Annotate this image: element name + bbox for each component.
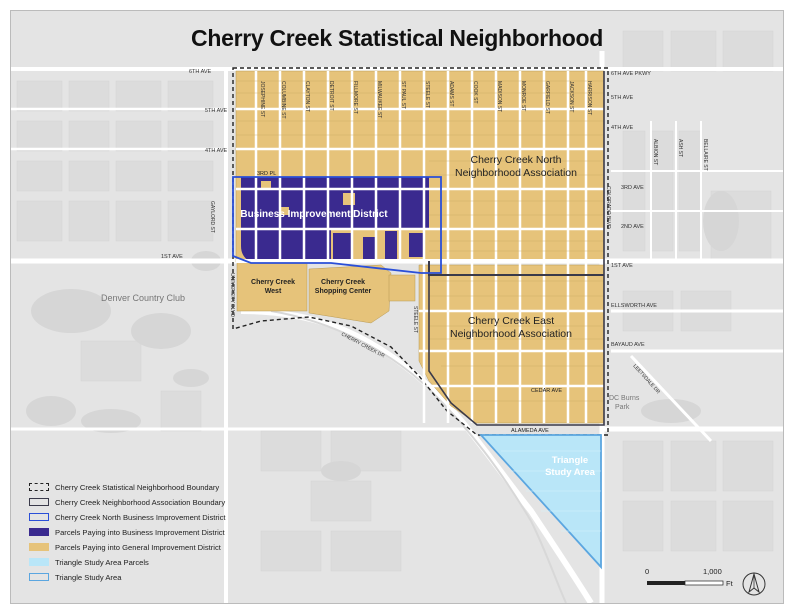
legend-item-gid-parcels: Parcels Paying into General Improvement …	[29, 541, 269, 553]
scale-right-label: 1,000	[703, 567, 722, 576]
label-east-line2: Neighborhood Association	[450, 328, 572, 340]
north-arrow-icon	[742, 572, 766, 596]
label-5th-ave-left: 5TH AVE	[205, 108, 228, 114]
label-alameda-ave: ALAMEDA AVE	[511, 428, 549, 434]
legend-swatch-purple	[29, 528, 49, 536]
label-monroe-st: MONROE ST	[520, 81, 526, 111]
label-bid: Business Improvement District	[240, 209, 388, 220]
label-ash-st: ASH ST	[677, 139, 683, 157]
label-mall-line2: Shopping Center	[315, 288, 372, 295]
label-bayaud-ave: BAYAUD AVE	[611, 342, 645, 348]
triangle-parcel-lines	[501, 450, 601, 532]
label-garfield-st: GARFIELD ST	[544, 81, 550, 114]
label-columbine-st: COLUMBINE ST	[280, 81, 286, 119]
label-detroit-st: DETROIT ST	[328, 81, 334, 111]
legend-item-bid-boundary: Cherry Creek North Business Improvement …	[29, 511, 269, 523]
label-1st-ave-right: 1ST AVE	[611, 263, 633, 269]
label-5th-ave-right: 5TH AVE	[611, 95, 634, 101]
scale-left-label: 0	[645, 567, 650, 576]
legend-swatch-tan	[29, 543, 49, 551]
label-2nd-ave-right: 2ND AVE	[621, 224, 644, 230]
label-dc-burns: DC Burns	[609, 395, 640, 402]
legend-item-triangle-parcels: Triangle Study Area Parcels	[29, 556, 269, 568]
label-triangle-line1: Triangle	[552, 455, 588, 466]
legend-swatch-lightblue-outline	[29, 573, 49, 581]
label-adams-st: ADAMS ST	[448, 81, 454, 107]
label-clayton-st: CLAYTON ST	[304, 81, 310, 112]
label-gaylord-st: GAYLORD ST	[209, 201, 215, 233]
label-cedar-ave: CEDAR AVE	[531, 388, 562, 394]
label-fillmore-st: FILLMORE ST	[352, 81, 358, 114]
label-north-line1: Cherry Creek North	[470, 154, 561, 166]
bid-outline	[232, 176, 442, 274]
label-6th-ave-left: 6TH AVE	[189, 69, 212, 75]
north-street-labels: JOSEPHINE ST COLUMBINE ST CLAYTON ST DET…	[259, 81, 592, 119]
label-3rd-pl: 3RD PL	[257, 171, 276, 177]
label-colorado-blvd: COLORADO BLVD	[605, 186, 611, 229]
legend: Cherry Creek Statistical Neighborhood Bo…	[29, 481, 269, 586]
legend-label: Parcels Paying into Business Improvement…	[55, 527, 225, 537]
map-title: Cherry Creek Statistical Neighborhood	[191, 25, 603, 51]
label-bellaire-st: BELLAIRE ST	[702, 139, 708, 171]
label-triangle-line2: Study Area	[545, 467, 596, 478]
label-university-blvd: UNIVERSITY BLVD	[229, 273, 235, 317]
shopping-center-area	[308, 264, 392, 324]
scale-bar: 0 1,000 Ft	[645, 567, 735, 597]
scale-bar-graphic	[647, 580, 724, 586]
association-boundary-east	[428, 71, 605, 426]
label-4th-ave-right: 4TH AVE	[611, 125, 634, 131]
label-milwaukee-st: MILWAUKEE ST	[376, 81, 382, 118]
legend-swatch-blue	[29, 513, 49, 521]
label-3rd-ave-right: 3RD AVE	[621, 185, 644, 191]
label-st-paul-st: ST PAUL ST	[400, 81, 406, 109]
label-madison-st: MADISON ST	[496, 81, 502, 112]
legend-item-statistical-boundary: Cherry Creek Statistical Neighborhood Bo…	[29, 481, 269, 493]
legend-label: Triangle Study Area	[55, 572, 122, 582]
map-frame: 6TH AVE 5TH AVE 4TH AVE 1ST AVE 6TH AVE …	[10, 10, 784, 604]
legend-label: Parcels Paying into General Improvement …	[55, 542, 221, 552]
small-parcel	[388, 274, 416, 302]
label-steele-st-south: STEELE ST	[412, 306, 418, 333]
legend-label: Cherry Creek Neighborhood Association Bo…	[55, 497, 226, 507]
bid-parcels	[241, 177, 429, 261]
label-cook-st: COOK ST	[472, 81, 478, 104]
label-albion-st: ALBION ST	[652, 139, 658, 165]
label-harrison-st: HARRISON ST	[586, 81, 592, 115]
triangle-study-area	[478, 434, 602, 570]
label-east-line1: Cherry Creek East	[468, 315, 554, 327]
country-club-greens	[26, 191, 739, 481]
label-josephine-st: JOSEPHINE ST	[259, 81, 265, 117]
label-west-line2: West	[265, 288, 282, 295]
legend-item-triangle-boundary: Triangle Study Area	[29, 571, 269, 583]
label-jackson-st: JACKSON ST	[568, 81, 574, 112]
legend-label: Cherry Creek Statistical Neighborhood Bo…	[55, 482, 220, 492]
legend-label: Triangle Study Area Parcels	[55, 557, 149, 567]
label-1st-ave-left: 1ST AVE	[161, 254, 183, 260]
label-mall-line1: Cherry Creek	[321, 279, 365, 286]
label-west-line1: Cherry Creek	[251, 279, 295, 286]
label-ellsworth-ave: ELLSWORTH AVE	[611, 303, 657, 309]
legend-swatch-dashed	[29, 483, 49, 491]
parcel-lines	[236, 80, 604, 402]
label-steele-st: STEELE ST	[424, 81, 430, 108]
legend-label: Cherry Creek North Business Improvement …	[55, 512, 226, 522]
label-6th-ave-pkwy: 6TH AVE PKWY	[611, 71, 651, 77]
legend-swatch-dark	[29, 498, 49, 506]
cc-west-area	[236, 260, 308, 312]
east-street-labels: ALBION ST ASH ST BELLAIRE ST	[652, 139, 708, 171]
street-grid	[236, 71, 604, 423]
label-denver-country-club: Denver Country Club	[101, 293, 185, 303]
legend-swatch-lightblue	[29, 558, 49, 566]
statistical-boundary	[232, 67, 609, 436]
label-north-line2: Neighborhood Association	[455, 167, 577, 179]
legend-item-bid-parcels: Parcels Paying into Business Improvement…	[29, 526, 269, 538]
scale-unit-label: Ft	[726, 579, 733, 588]
map-canvas[interactable]: 6TH AVE 5TH AVE 4TH AVE 1ST AVE 6TH AVE …	[11, 11, 783, 603]
label-4th-ave-left: 4TH AVE	[205, 148, 228, 154]
legend-item-association-boundary: Cherry Creek Neighborhood Association Bo…	[29, 496, 269, 508]
label-dc-burns-park: Park	[615, 404, 630, 411]
